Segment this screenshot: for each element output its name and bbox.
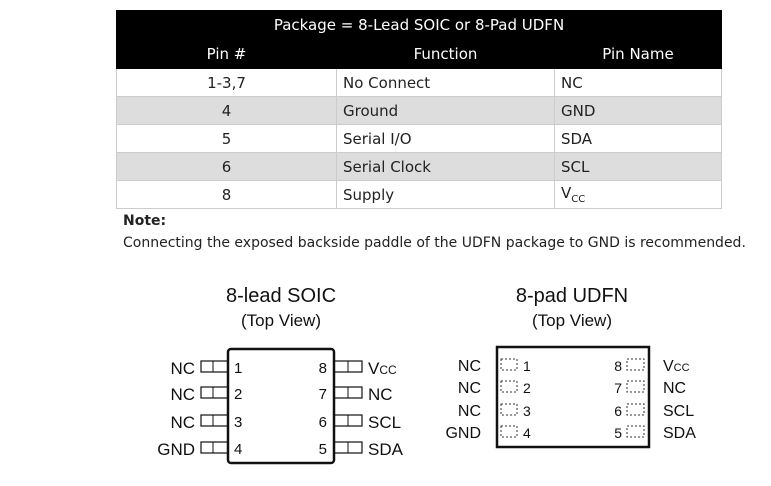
table-row: 8 Supply VCC (116, 180, 722, 209)
table-row: 1-3,7 No Connect NC (116, 68, 722, 97)
pin-lead (200, 441, 229, 454)
soic-title: 8-lead SOIC (226, 285, 336, 307)
function-cell: No Connect (336, 68, 555, 97)
pin-number: 8 (319, 360, 327, 377)
name-cell: VCC (554, 180, 722, 209)
pin-label: VCC (368, 359, 397, 378)
table-row: 5 Serial I/O SDA (116, 124, 722, 153)
pin-number: 6 (614, 403, 622, 419)
pin-number: 8 (614, 358, 622, 374)
pin-number: 7 (614, 380, 622, 396)
pad (500, 425, 518, 438)
header-pin: Pin # (116, 39, 337, 69)
function-cell: Serial I/O (336, 124, 555, 153)
pin-lead (200, 386, 229, 399)
pin-number: 6 (319, 414, 327, 431)
pin-number: 5 (319, 441, 327, 458)
name-cell: SCL (554, 152, 722, 181)
soic-diagram: 8-lead SOIC (Top View) 1 NC 2 NC 3 NC 4 GND 8 VCC… (157, 285, 404, 465)
pad (626, 403, 645, 416)
pin-label: NC (170, 413, 195, 432)
pin-number: 2 (523, 380, 531, 396)
pin-number: 7 (319, 386, 327, 403)
table-row: 6 Serial Clock SCL (116, 152, 722, 181)
pin-cell: 1-3,7 (116, 68, 337, 97)
pin-number: 3 (523, 403, 531, 419)
header-pin-name: Pin Name (554, 39, 722, 69)
pad (626, 425, 645, 438)
pin-label: NC (663, 380, 686, 397)
pad (626, 380, 645, 393)
table-row: 4 Ground GND (116, 96, 722, 125)
pin-label: NC (458, 358, 481, 375)
function-cell: Serial Clock (336, 152, 555, 181)
pin-label: SDA (368, 440, 404, 459)
soic-subtitle: (Top View) (241, 311, 321, 330)
pin-number: 1 (523, 358, 531, 374)
pin-label: NC (458, 380, 481, 397)
pin-label: NC (170, 359, 195, 378)
header-function: Function (336, 39, 555, 69)
name-cell: NC (554, 68, 722, 97)
pin-label: NC (458, 403, 481, 420)
pin-cell: 8 (116, 180, 337, 209)
pad (500, 380, 518, 393)
pin-number: 4 (234, 441, 242, 458)
pin-cell: 5 (116, 124, 337, 153)
udfn-body (495, 345, 651, 449)
udfn-subtitle: (Top View) (532, 311, 612, 330)
table-title: Package = 8-Lead SOIC or 8-Pad UDFN (116, 10, 722, 40)
note-text: Connecting the exposed backside paddle o… (123, 235, 746, 251)
function-cell: Ground (336, 96, 555, 125)
pin-cell: 6 (116, 152, 337, 181)
pin-number: 4 (523, 425, 531, 441)
pad (500, 358, 518, 371)
udfn-diagram: 8-pad UDFN (Top View) 1 NC 2 NC 3 NC 4 GND 8 VCC 7… (445, 285, 696, 449)
pin-label: GND (157, 440, 195, 459)
pin-label: SCL (663, 403, 694, 420)
udfn-title: 8-pad UDFN (516, 285, 628, 307)
pin-table: Package = 8-Lead SOIC or 8-Pad UDFN Pin … (116, 10, 722, 209)
function-cell: Supply (336, 180, 555, 209)
pin-lead (200, 414, 229, 427)
pin-number: 2 (234, 386, 242, 403)
soic-body (226, 347, 336, 465)
name-cell: GND (554, 96, 722, 125)
pin-lead (200, 360, 229, 373)
name-cell: SDA (554, 124, 722, 153)
pin-cell: 4 (116, 96, 337, 125)
pin-label: SDA (663, 425, 696, 442)
note-heading: Note: (123, 213, 167, 229)
pin-label: SCL (368, 413, 401, 432)
package-diagrams: 8-lead SOIC (Top View) 1 NC 2 NC 3 NC 4 GND 8 VCC… (157, 285, 696, 465)
pin-number: 5 (614, 425, 622, 441)
pin-label: VCC (663, 358, 690, 375)
pin-label: NC (170, 385, 195, 404)
pin-label: NC (368, 385, 393, 404)
pin-number: 1 (234, 360, 242, 377)
pad (500, 403, 518, 416)
pad (626, 358, 645, 371)
pin-number: 3 (234, 414, 242, 431)
pin-label: GND (445, 425, 481, 442)
